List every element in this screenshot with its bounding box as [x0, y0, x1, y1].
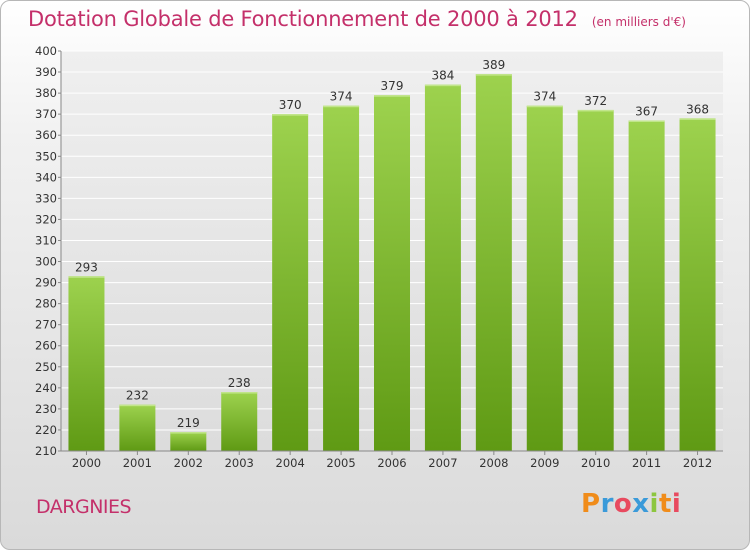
bar-highlight [577, 109, 614, 112]
y-tick-label: 320 [35, 212, 57, 226]
y-tick-label: 250 [35, 360, 57, 374]
bar-highlight [170, 432, 207, 434]
bar-highlight [424, 84, 461, 87]
value-label: 367 [635, 104, 658, 118]
bar-2001 [119, 404, 156, 451]
title-row: Dotation Globale de Fonctionnement de 20… [28, 7, 686, 31]
bar-2002 [170, 432, 207, 451]
x-tick-label: 2007 [428, 456, 457, 470]
value-label: 384 [431, 69, 454, 83]
value-label: 374 [533, 90, 556, 104]
y-tick-label: 340 [35, 170, 57, 184]
x-tick-label: 2008 [479, 456, 508, 470]
x-tick-label: 2005 [326, 456, 355, 470]
value-label: 368 [686, 102, 709, 116]
bar-2003 [221, 392, 258, 451]
bar-highlight [221, 392, 258, 394]
x-tick-label: 2000 [72, 456, 101, 470]
value-label: 232 [126, 389, 149, 403]
y-tick-label: 210 [35, 444, 57, 458]
bars [68, 74, 716, 452]
y-tick-label: 270 [35, 318, 57, 332]
y-tick-label: 380 [35, 86, 57, 100]
y-tick-label: 330 [35, 191, 57, 205]
value-label: 293 [75, 260, 98, 274]
value-label: 238 [228, 376, 251, 390]
y-tick-label: 280 [35, 297, 57, 311]
y-tick-label: 230 [35, 402, 57, 416]
value-label: 389 [482, 58, 505, 72]
x-tick-label: 2009 [530, 456, 559, 470]
value-label: 374 [330, 90, 353, 104]
bar-highlight [272, 114, 309, 116]
value-label: 219 [177, 416, 200, 430]
value-label: 370 [279, 98, 302, 112]
y-tick-labels: 210 220 230 240 250 260 270 280 290 300 310 320 330 3… [35, 44, 57, 458]
value-label: 372 [584, 94, 607, 108]
bar-2000 [68, 276, 105, 451]
y-tick-label: 400 [35, 44, 57, 58]
x-tick-label: 2011 [632, 456, 661, 470]
value-labels: 293 232 219 238 370 374 379 384 389 374 372 367 368 [75, 58, 709, 430]
x-tick-label: 2010 [581, 456, 610, 470]
bar-2011 [628, 120, 665, 451]
x-tick-label: 2006 [377, 456, 406, 470]
bar-2010 [577, 109, 614, 452]
axes [58, 50, 723, 455]
bar-2004 [272, 114, 309, 451]
x-tick-label: 2001 [123, 456, 152, 470]
x-tick-label: 2012 [683, 456, 712, 470]
bar-2012 [679, 118, 716, 452]
x-tick-label: 2003 [225, 456, 254, 470]
bar-2005 [323, 105, 360, 451]
y-tick-label: 370 [35, 107, 57, 121]
x-tick-label: 2004 [276, 456, 305, 470]
bar-highlight [323, 105, 360, 108]
y-tick-label: 240 [35, 381, 57, 395]
bar-highlight [68, 276, 105, 278]
y-tick-label: 310 [35, 233, 57, 247]
bar-highlight [628, 120, 665, 122]
proxiti-logo[interactable]: Proxiti [581, 489, 682, 519]
commune-name: DARGNIES [36, 496, 132, 518]
y-tick-label: 290 [35, 276, 57, 290]
y-tick-label: 350 [35, 149, 57, 163]
bar-highlight [374, 95, 410, 97]
bar-2008 [475, 74, 512, 451]
bar-highlight [526, 105, 563, 108]
bar-2006 [374, 95, 410, 452]
y-tick-label: 390 [35, 65, 57, 79]
y-tick-label: 220 [35, 423, 57, 437]
y-tick-label: 260 [35, 339, 57, 353]
chart-title: Dotation Globale de Fonctionnement de 20… [28, 7, 578, 31]
x-tick-labels: 2000 2001 2002 2003 2004 2005 2006 2007 2008 2009… [72, 456, 712, 470]
y-tick-label: 300 [35, 255, 57, 269]
bar-highlight [119, 404, 156, 407]
bar-2007 [424, 84, 461, 452]
bar-highlight [679, 118, 716, 120]
bar-highlight [475, 74, 512, 76]
x-tick-label: 2002 [174, 456, 203, 470]
value-label: 379 [381, 79, 404, 93]
bar-2009 [526, 105, 563, 451]
y-tick-label: 360 [35, 128, 57, 142]
chart-unit-note: (en milliers d'€) [591, 15, 686, 29]
